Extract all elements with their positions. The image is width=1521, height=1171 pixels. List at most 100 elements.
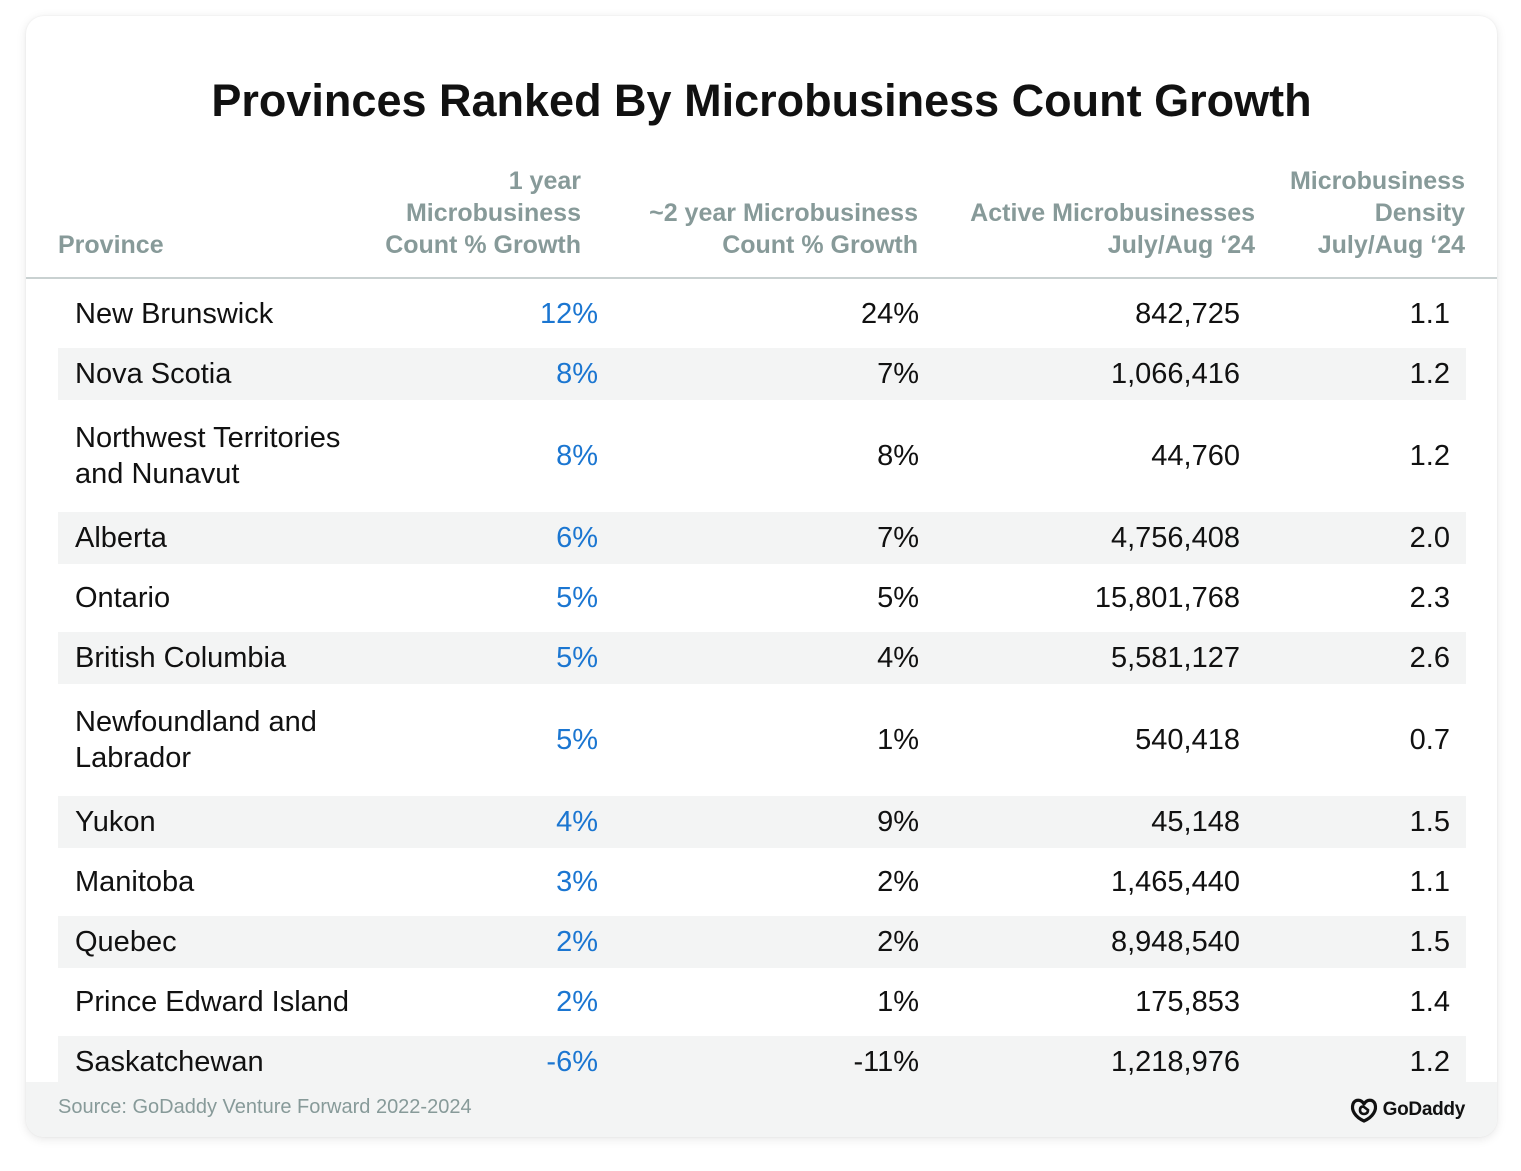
province-name-line: Nova Scotia: [75, 358, 232, 390]
province-name-line: Alberta: [75, 522, 167, 554]
column-header-line: Count % Growth: [722, 231, 918, 259]
column-header-line: Count % Growth: [385, 231, 581, 259]
cell-active-microbusinesses: 8,948,540: [1110, 926, 1240, 958]
cell-province: Yukon: [75, 804, 405, 840]
cell-province: Prince Edward Island: [75, 984, 405, 1020]
province-name-line: Manitoba: [75, 866, 195, 898]
cell-density: 1.1: [1409, 298, 1450, 330]
province-name-line: Newfoundland and: [75, 706, 317, 738]
cell-growth-1y: 5%: [556, 582, 598, 614]
cell-growth-1y: 2%: [556, 986, 598, 1018]
table-row: Yukon 4% 9% 45,148 1.5: [58, 796, 1466, 848]
cell-active-microbusinesses: 540,418: [1135, 724, 1240, 756]
cell-province: Quebec: [75, 924, 405, 960]
chart-card: Provinces Ranked By Microbusiness Count …: [26, 16, 1497, 1137]
table-row: Quebec 2% 2% 8,948,540 1.5: [58, 916, 1466, 968]
column-header-line: Province: [58, 231, 164, 259]
cell-growth-2y: -11%: [853, 1046, 919, 1078]
province-name-line: Saskatchewan: [75, 1046, 264, 1078]
cell-active-microbusinesses: 5,581,127: [1110, 642, 1240, 674]
column-header-province: Province: [58, 229, 164, 261]
cell-growth-1y: 5%: [556, 642, 598, 674]
chart-title: Provinces Ranked By Microbusiness Count …: [211, 75, 1312, 126]
cell-density: 1.2: [1409, 440, 1450, 472]
cell-density: 1.2: [1409, 1046, 1450, 1078]
cell-growth-2y: 24%: [860, 298, 919, 330]
cell-active-microbusinesses: 175,853: [1135, 986, 1240, 1018]
cell-growth-1y: 12%: [539, 298, 598, 330]
table-row: Prince Edward Island 2% 1% 175,853 1.4: [58, 976, 1466, 1028]
cell-growth-2y: 8%: [877, 440, 919, 472]
cell-province: British Columbia: [75, 640, 405, 676]
province-name-line: Prince Edward Island: [75, 986, 350, 1018]
cell-province: Newfoundland and Labrador: [75, 704, 405, 776]
cell-province: New Brunswick: [75, 296, 405, 332]
column-header-line: 1 year: [508, 167, 581, 195]
cell-growth-1y: 4%: [556, 806, 598, 838]
cell-province: Nova Scotia: [75, 356, 405, 392]
column-header-growth-2y: ~2 year Microbusiness Count % Growth: [598, 197, 918, 261]
province-name-line: Labrador: [75, 742, 192, 774]
cell-growth-1y: 6%: [556, 522, 598, 554]
column-header-line: Microbusiness: [405, 199, 581, 227]
cell-growth-2y: 1%: [877, 724, 919, 756]
province-name-line: Quebec: [75, 926, 177, 958]
table-row: Ontario 5% 5% 15,801,768 2.3: [58, 572, 1466, 624]
source-note: Source: GoDaddy Venture Forward 2022-202…: [58, 1096, 472, 1118]
province-name-line: New Brunswick: [75, 298, 274, 330]
cell-density: 2.3: [1409, 582, 1450, 614]
cell-province: Alberta: [75, 520, 405, 556]
cell-active-microbusinesses: 1,218,976: [1110, 1046, 1240, 1078]
cell-active-microbusinesses: 4,756,408: [1110, 522, 1240, 554]
cell-growth-2y: 7%: [877, 522, 919, 554]
logo-text: GoDaddy: [1382, 1099, 1466, 1120]
cell-growth-2y: 1%: [877, 986, 919, 1018]
table-row: Alberta 6% 7% 4,756,408 2.0: [58, 512, 1466, 564]
footer: Source: GoDaddy Venture Forward 2022-202…: [26, 1082, 1497, 1137]
godaddy-logo-icon: [1350, 1098, 1377, 1123]
cell-density: 1.5: [1409, 926, 1450, 958]
cell-active-microbusinesses: 1,066,416: [1110, 358, 1240, 390]
cell-growth-1y: 2%: [556, 926, 598, 958]
table-row: Northwest Territories and Nunavut 8% 8% 44,7…: [58, 408, 1466, 504]
province-name-line: Northwest Territories: [75, 422, 341, 454]
cell-active-microbusinesses: 45,148: [1151, 806, 1240, 838]
table-row: Manitoba 3% 2% 1,465,440 1.1: [58, 856, 1466, 908]
table-row: Saskatchewan -6% -11% 1,218,976 1.2: [58, 1036, 1466, 1088]
cell-density: 1.4: [1409, 986, 1450, 1018]
cell-province: Saskatchewan: [75, 1044, 405, 1080]
cell-growth-2y: 5%: [877, 582, 919, 614]
cell-active-microbusinesses: 15,801,768: [1094, 582, 1240, 614]
cell-growth-2y: 7%: [877, 358, 919, 390]
table-header: Province 1 year Microbusiness Count % Grow…: [26, 166, 1497, 279]
godaddy-logo: GoDaddy: [1349, 1097, 1465, 1123]
cell-growth-1y: 8%: [556, 440, 598, 472]
column-header-line: July/Aug ‘24: [1107, 231, 1255, 259]
cell-density: 0.7: [1409, 724, 1450, 756]
column-header-line: July/Aug ‘24: [1317, 231, 1465, 259]
cell-active-microbusinesses: 44,760: [1151, 440, 1240, 472]
cell-density: 2.0: [1409, 522, 1450, 554]
cell-province: Northwest Territories and Nunavut: [75, 420, 405, 492]
province-name-line: and Nunavut: [75, 458, 240, 490]
cell-province: Ontario: [75, 580, 405, 616]
column-header-line: Active Microbusinesses: [970, 199, 1255, 227]
cell-growth-2y: 4%: [877, 642, 919, 674]
cell-density: 1.5: [1409, 806, 1450, 838]
province-name-line: Ontario: [75, 582, 171, 614]
cell-growth-1y: 8%: [556, 358, 598, 390]
cell-province: Manitoba: [75, 864, 405, 900]
cell-density: 1.2: [1409, 358, 1450, 390]
cell-growth-1y: 5%: [556, 724, 598, 756]
column-header-density: Microbusiness Density July/Aug ‘24: [1245, 165, 1465, 261]
cell-growth-2y: 2%: [877, 866, 919, 898]
table-row: New Brunswick 12% 24% 842,725 1.1: [58, 288, 1466, 340]
cell-density: 1.1: [1409, 866, 1450, 898]
column-header-active: Active Microbusinesses July/Aug ‘24: [935, 197, 1255, 261]
cell-growth-2y: 9%: [877, 806, 919, 838]
cell-density: 2.6: [1409, 642, 1450, 674]
table-row: Nova Scotia 8% 7% 1,066,416 1.2: [58, 348, 1466, 400]
cell-active-microbusinesses: 842,725: [1135, 298, 1240, 330]
column-header-line: ~2 year Microbusiness: [649, 199, 918, 227]
column-header-growth-1y: 1 year Microbusiness Count % Growth: [321, 165, 581, 261]
